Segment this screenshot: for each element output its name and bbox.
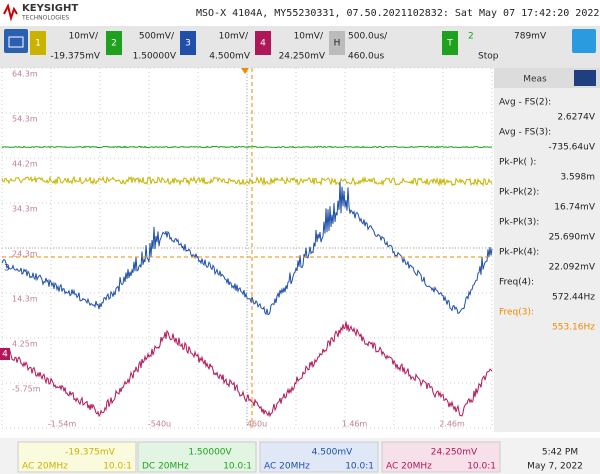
meas-value: 553.16Hz	[552, 323, 595, 333]
trigger-label: T	[446, 39, 453, 49]
footer-offset: 1.50000V	[188, 448, 232, 458]
meas-label: Avg - FS(2):	[499, 98, 551, 108]
trigger-status: Stop	[478, 52, 499, 62]
footer-channel	[17, 441, 137, 473]
channel-scale: 10mV/	[69, 32, 99, 42]
meas-value: 3.598m	[560, 173, 595, 183]
channel-scale: 10mV/	[219, 32, 249, 42]
ch3-marker: 3	[4, 264, 10, 274]
footer-channel	[137, 441, 257, 473]
touch-button[interactable]	[572, 29, 596, 53]
footer-probe: 10.0:1	[345, 462, 374, 472]
meas-header	[494, 68, 600, 88]
x-label: 1.46m	[342, 420, 368, 429]
channel-number: 1	[35, 39, 41, 49]
y-label: 34.3m	[12, 205, 38, 214]
measurement-panel	[494, 68, 600, 432]
ch4-marker-box	[0, 348, 10, 360]
channel-offset: 1.50000V	[133, 52, 177, 62]
meas-label: Freq(3):	[499, 308, 534, 318]
trace-ch4	[1, 321, 493, 418]
trace-ch2	[1, 145, 493, 149]
y-label: 54.3m	[12, 115, 38, 124]
meas-label: Pk-Pk(2):	[499, 188, 539, 198]
meas-label: Avg - FS(3):	[499, 128, 551, 138]
menu-icon	[8, 36, 24, 48]
meas-value: 2.6274V	[557, 113, 595, 123]
footer-coupling: DC 20MHz	[142, 462, 189, 472]
instrument-title: MSO-X 4104A, MY55230331, 07.50.202110283…	[196, 8, 599, 19]
y-label: 44.2m	[12, 160, 38, 169]
footer-offset: -19.375mV	[65, 448, 116, 458]
plot-area: 64.3m 54.3m 44.2m 34.3m 24.3m 14.3m 4.25m -5.75…	[0, 67, 494, 432]
channel-button[interactable]	[106, 31, 122, 55]
horizontal-scale: 500.0us/	[348, 32, 388, 42]
y-label: 4.25m	[12, 340, 38, 349]
channel-button[interactable]	[180, 31, 196, 55]
footer-offset: 24.250mV	[431, 448, 478, 458]
channel-number: 4	[260, 39, 266, 49]
channel-number: 2	[111, 39, 117, 49]
channel-offset: -19.375mV	[50, 52, 101, 62]
meas-button[interactable]	[574, 70, 596, 86]
clock-date: May 7, 2022	[527, 462, 583, 472]
footer-probe: 10.0:1	[467, 462, 496, 472]
trigger-button[interactable]	[442, 31, 458, 55]
meas-value: -735.64uV	[548, 143, 595, 153]
trigger-source: 2	[468, 32, 474, 42]
footer-channel	[381, 441, 501, 473]
horizontal-label: H	[334, 39, 341, 49]
meas-label: Pk-Pk(3):	[499, 218, 539, 228]
brand: KEYSIGHT	[22, 3, 78, 14]
footer-coupling: AC 20MHz	[22, 462, 68, 472]
y-label: -5.75m	[12, 385, 41, 394]
y-label: 24.3m	[12, 250, 38, 259]
meas-label: Pk-Pk(4):	[499, 248, 539, 258]
meas-title: Meas	[523, 75, 547, 85]
menu-button[interactable]	[4, 29, 28, 53]
meas-value: 22.092mV	[549, 263, 596, 273]
channel-offset: 24.250mV	[279, 52, 326, 62]
channel-scale: 10mV/	[294, 32, 324, 42]
channel-number: 3	[185, 39, 191, 49]
footer-probe: 10.0:1	[103, 462, 132, 472]
footer-coupling: AC 20MHz	[386, 462, 432, 472]
footer-offset: 4.500mV	[312, 448, 354, 458]
meas-label: Freq(4):	[499, 278, 534, 288]
meas-label: Pk-Pk( ):	[499, 158, 536, 168]
y-label: 14.3m	[12, 295, 38, 304]
trigger-marker	[241, 68, 249, 74]
meas-value: 25.690mV	[549, 233, 596, 243]
channel-offset: 4.500mV	[209, 52, 251, 62]
x-label: 2.46m	[439, 420, 465, 429]
horizontal-delay: 460.0us	[348, 52, 384, 62]
x-label: -1.54m	[48, 420, 77, 429]
footer-coupling: AC 20MHz	[264, 462, 310, 472]
x-label: 460u	[247, 420, 267, 429]
trace-ch1	[1, 175, 493, 187]
clock-time: 5:42 PM	[542, 448, 578, 458]
logo-icon	[3, 3, 18, 22]
ch4-marker: 4	[2, 350, 8, 360]
y-label: 64.3m	[12, 70, 38, 79]
channel-button[interactable]	[30, 31, 46, 55]
channel-bar	[0, 26, 600, 68]
meas-value: 16.74mV	[554, 203, 596, 213]
x-label: -540u	[148, 420, 171, 429]
channel-scale: 500mV/	[139, 32, 175, 42]
trace-ch3	[1, 181, 493, 316]
channel-button[interactable]	[255, 31, 271, 55]
horizontal-button[interactable]	[329, 31, 345, 55]
trigger-level: 789mV	[514, 32, 547, 42]
footer-channel	[259, 441, 379, 473]
footer-probe: 10.0:1	[223, 462, 252, 472]
brand-sub: TECHNOLOGIES	[21, 15, 69, 22]
meas-value: 572.44Hz	[552, 293, 595, 303]
